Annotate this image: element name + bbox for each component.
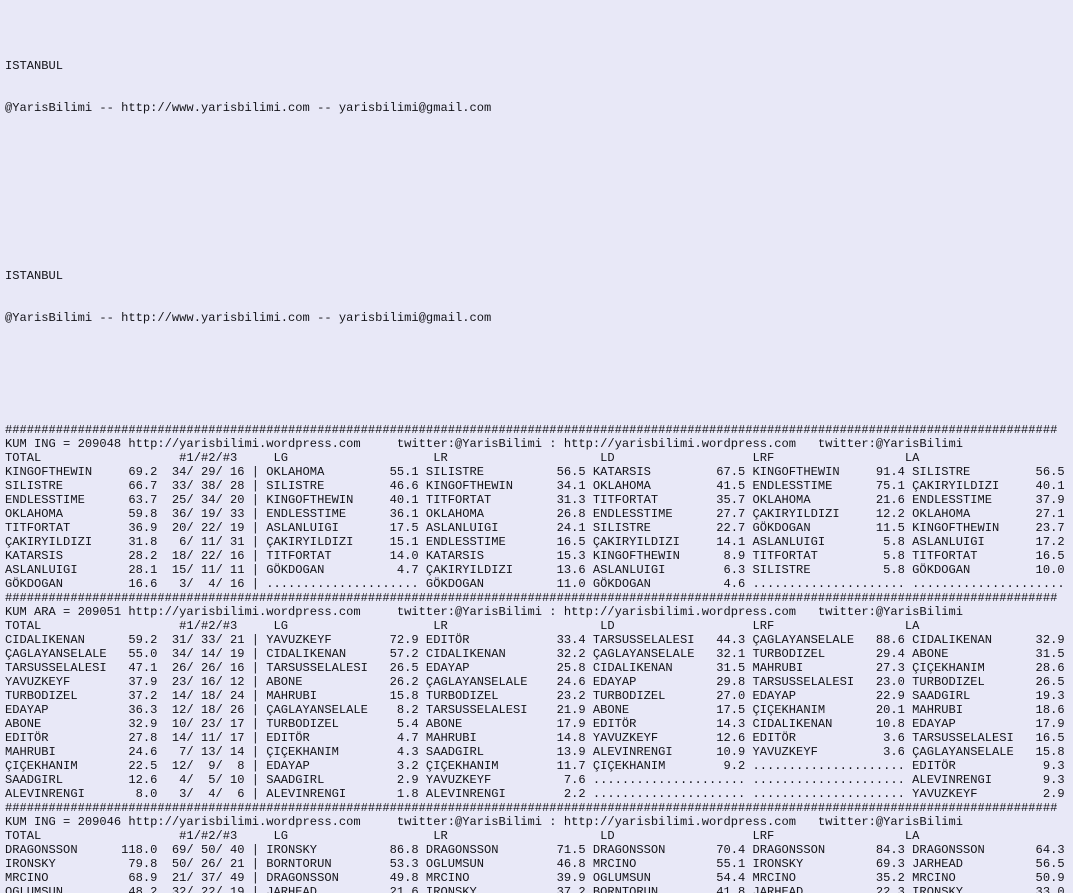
data-row: ÇIÇEKHANIM 22.5 12/ 9/ 8 | EDAYAP 3.2 ÇI… [5,759,1065,773]
blank-line [5,143,1073,157]
report-sections: ########################################… [5,423,1073,893]
data-row: ENDLESSTIME 63.7 25/ 34/ 20 | KINGOFTHEW… [5,493,1065,507]
data-row: ÇAGLAYANSELALE 55.0 34/ 14/ 19 | CIDALIK… [5,647,1065,661]
data-row: EDITÖR 27.8 14/ 11/ 17 | EDITÖR 4.7 MAHR… [5,731,1065,745]
separator-line: ########################################… [5,801,1058,815]
data-row: EDAYAP 36.3 12/ 18/ 26 | ÇAGLAYANSELALE … [5,703,1065,717]
data-row: MAHRUBI 24.6 7/ 13/ 14 | ÇIÇEKHANIM 4.3 … [5,745,1065,759]
city-line: ISTANBUL [5,59,64,73]
data-row: OGLUMSUN 48.2 32/ 22/ 19 | JARHEAD 21.6 … [5,885,1065,893]
data-row: SAADGIRL 12.6 4/ 5/ 10 | SAADGIRL 2.9 YA… [5,773,1065,787]
section-title: KUM ARA = 209051 http://yarisbilimi.word… [5,605,963,619]
separator-line: ########################################… [5,423,1058,437]
data-row: TURBODIZEL 37.2 14/ 18/ 24 | MAHRUBI 15.… [5,689,1065,703]
column-header-line: TOTAL #1/#2/#3 LG LR LD LRF LA [5,829,920,843]
data-row: ASLANLUIGI 28.1 15/ 11/ 11 | GÖKDOGAN 4.… [5,563,1065,577]
data-row: IRONSKY 79.8 50/ 26/ 21 | BORNTORUN 53.3… [5,857,1065,871]
section-title: KUM ING = 209048 http://yarisbilimi.word… [5,437,963,451]
data-row: KATARSIS 28.2 18/ 22/ 16 | TITFORTAT 14.… [5,549,1065,563]
data-row: YAVUZKEYF 37.9 23/ 16/ 12 | ABONE 26.2 Ç… [5,675,1065,689]
data-row: DRAGONSSON 118.0 69/ 50/ 40 | IRONSKY 86… [5,843,1065,857]
data-row: SILISTRE 66.7 33/ 38/ 28 | SILISTRE 46.6… [5,479,1065,493]
letterhead: ISTANBUL @YarisBilimi -- http://www.yari… [5,31,1073,395]
data-row: ABONE 32.9 10/ 23/ 17 | TURBODIZEL 5.4 A… [5,717,1065,731]
column-header-line: TOTAL #1/#2/#3 LG LR LD LRF LA [5,451,920,465]
data-row: OKLAHOMA 59.8 36/ 19/ 33 | ENDLESSTIME 3… [5,507,1065,521]
blank-line [5,353,1073,367]
separator-line: ########################################… [5,591,1058,605]
data-row: KINGOFTHEWIN 69.2 34/ 29/ 16 | OKLAHOMA … [5,465,1065,479]
data-row: ALEVINRENGI 8.0 3/ 4/ 6 | ALEVINRENGI 1.… [5,787,1065,801]
section-title: KUM ING = 209046 http://yarisbilimi.word… [5,815,963,829]
column-header-line: TOTAL #1/#2/#3 LG LR LD LRF LA [5,619,920,633]
blank-line [5,185,1073,199]
data-row: TITFORTAT 36.9 20/ 22/ 19 | ASLANLUIGI 1… [5,521,1065,535]
contact-line: @YarisBilimi -- http://www.yarisbilimi.c… [5,101,492,115]
data-row: MRCINO 68.9 21/ 37/ 49 | DRAGONSSON 49.8… [5,871,1065,885]
data-row: GÖKDOGAN 16.6 3/ 4/ 16 | ...............… [5,577,1065,591]
data-row: CIDALIKENAN 59.2 31/ 33/ 21 | YAVUZKEYF … [5,633,1065,647]
blank-line [5,227,1073,241]
contact-line: @YarisBilimi -- http://www.yarisbilimi.c… [5,311,492,325]
city-line: ISTANBUL [5,269,64,283]
data-row: TARSUSSELALESI 47.1 26/ 26/ 16 | TARSUSS… [5,661,1065,675]
data-row: ÇAKIRYILDIZI 31.8 6/ 11/ 31 | ÇAKIRYILDI… [5,535,1065,549]
